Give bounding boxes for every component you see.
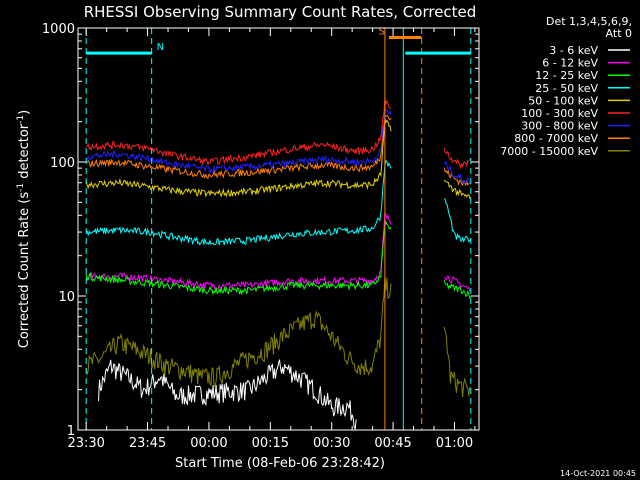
marker-label: S (379, 26, 385, 37)
marker-label: N (157, 42, 164, 53)
series-line (85, 276, 392, 388)
y-tick-label: 1 (67, 424, 75, 439)
y-tick-label: 1000 (42, 22, 75, 37)
legend-header-1: Det 1,3,4,5,6,9, (546, 15, 632, 28)
legend-entry-label: 100 - 300 keV (521, 107, 598, 120)
x-axis-label: Start Time (08-Feb-06 23:28:42) (175, 456, 385, 471)
series-line (443, 179, 472, 200)
series-line (86, 114, 392, 180)
legend-entry-label: 25 - 50 keV (535, 82, 598, 95)
legend-entry-label: 3 - 6 keV (549, 44, 598, 57)
y-axis-label-end: ) (17, 110, 32, 115)
legend-entry-label: 12 - 25 keV (535, 69, 598, 82)
y-axis-label-part: Corrected Count Rate (s (17, 192, 32, 349)
y-axis-label-sup1: -1 (16, 183, 26, 192)
series-line (86, 159, 392, 246)
x-tick-label: 00:00 (190, 436, 227, 451)
series-line (85, 99, 392, 166)
legend-entry-label: 50 - 100 keV (528, 94, 598, 107)
x-tick-label: 00:15 (252, 436, 289, 451)
x-tick-label: 23:30 (67, 436, 104, 451)
plot-frame (77, 27, 480, 431)
y-axis-label: Corrected Count Rate (s-1 detector-1) (16, 110, 32, 348)
legend-header-2: Att 0 (606, 27, 632, 40)
y-tick-label: 10 (58, 290, 75, 305)
series-line (443, 197, 472, 243)
series-line (443, 279, 472, 300)
y-axis-label-mid: detector (17, 123, 32, 183)
series-line (443, 275, 471, 292)
legend-entry-label: 6 - 12 keV (542, 57, 598, 70)
plot-area: NS (77, 26, 480, 431)
x-tick-label: 00:45 (374, 436, 411, 451)
markers-layer: NS (85, 26, 472, 430)
x-tick-label: 23:45 (129, 436, 166, 451)
y-axis-label-sup2: -1 (16, 115, 26, 124)
series-line (98, 359, 357, 431)
series-line (85, 212, 392, 290)
x-tick-label: 00:30 (313, 436, 350, 451)
legend-entry-label: 300 - 800 keV (521, 120, 598, 133)
series-layer (85, 99, 472, 431)
x-tick-label: 01:00 (436, 436, 473, 451)
footer-date: 14-Oct-2021 00:45 (560, 469, 636, 478)
y-tick-label: 100 (50, 156, 75, 171)
series-line (85, 220, 392, 296)
series-line (443, 326, 472, 398)
series-line (85, 107, 392, 175)
legend-entry-label: 7000 - 15000 keV (500, 145, 598, 158)
legend-entry-label: 800 - 7000 keV (514, 132, 598, 145)
series-line (443, 160, 472, 186)
series-line (85, 118, 392, 198)
y-axis: 1 10 100 1000 (42, 22, 479, 439)
chart-title: RHESSI Observing Summary Count Rates, Co… (84, 3, 477, 21)
x-axis: 23:30 23:45 00:00 00:15 00:30 00:45 01:00 (67, 28, 476, 451)
series-line (443, 147, 471, 170)
